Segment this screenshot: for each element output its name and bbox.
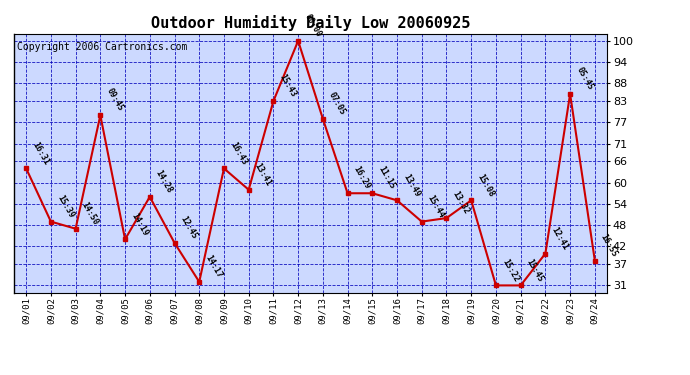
Text: 15:39: 15:39 bbox=[55, 193, 75, 219]
Text: 13:41: 13:41 bbox=[253, 161, 273, 188]
Text: 16:29: 16:29 bbox=[352, 165, 372, 191]
Title: Outdoor Humidity Daily Low 20060925: Outdoor Humidity Daily Low 20060925 bbox=[151, 15, 470, 31]
Text: 16:31: 16:31 bbox=[30, 140, 50, 166]
Text: 16:43: 16:43 bbox=[228, 140, 248, 166]
Text: 13:49: 13:49 bbox=[401, 172, 422, 198]
Text: 14:17: 14:17 bbox=[204, 254, 224, 280]
Text: 14:50: 14:50 bbox=[80, 200, 100, 226]
Text: 12:45: 12:45 bbox=[179, 214, 199, 241]
Text: 09:45: 09:45 bbox=[104, 87, 125, 113]
Text: 15:45: 15:45 bbox=[525, 257, 545, 283]
Text: 00:00: 00:00 bbox=[302, 12, 323, 39]
Text: 15:08: 15:08 bbox=[475, 172, 495, 198]
Text: Copyright 2006 Cartronics.com: Copyright 2006 Cartronics.com bbox=[17, 42, 187, 51]
Text: 05:45: 05:45 bbox=[574, 66, 595, 92]
Text: 12:41: 12:41 bbox=[549, 225, 570, 251]
Text: 15:22: 15:22 bbox=[500, 257, 520, 283]
Text: 13:32: 13:32 bbox=[451, 190, 471, 216]
Text: 15:43: 15:43 bbox=[277, 73, 298, 99]
Text: 11:15: 11:15 bbox=[377, 165, 397, 191]
Text: 16:55: 16:55 bbox=[599, 232, 620, 258]
Text: 07:05: 07:05 bbox=[327, 90, 347, 117]
Text: 14:28: 14:28 bbox=[154, 168, 175, 195]
Text: 15:44: 15:44 bbox=[426, 193, 446, 219]
Text: 14:19: 14:19 bbox=[129, 211, 150, 237]
